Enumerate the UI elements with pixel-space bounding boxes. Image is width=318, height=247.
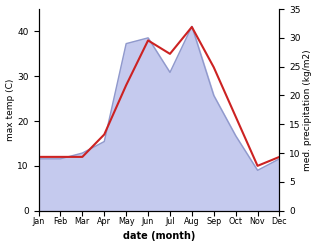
Y-axis label: max temp (C): max temp (C) — [5, 79, 15, 141]
X-axis label: date (month): date (month) — [123, 231, 195, 242]
Y-axis label: med. precipitation (kg/m2): med. precipitation (kg/m2) — [303, 49, 313, 171]
